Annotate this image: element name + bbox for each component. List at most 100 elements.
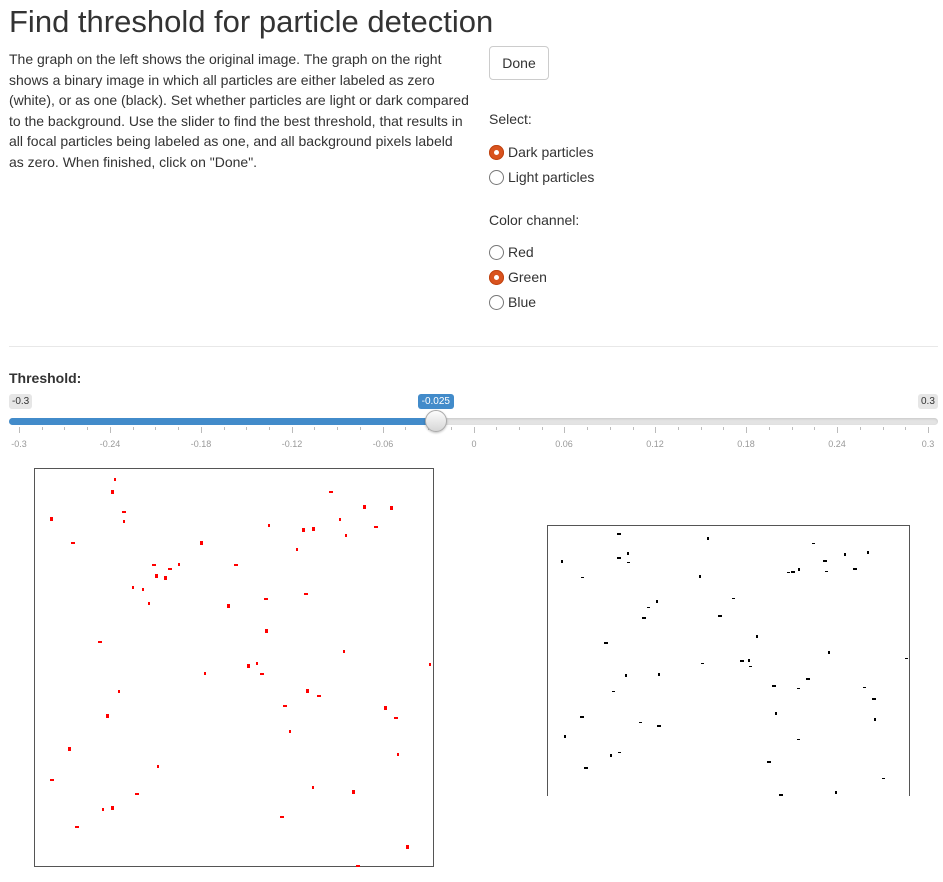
slider-tick (383, 427, 384, 433)
particle-mark (390, 506, 393, 510)
slider-tick (860, 427, 861, 430)
particle-mark (853, 568, 857, 570)
particle-mark (701, 663, 704, 664)
radio-button-icon[interactable] (489, 169, 504, 185)
slider-tick-label: 0.3 (921, 439, 935, 449)
particle-mark (406, 845, 409, 849)
slider-tick (110, 427, 111, 433)
slider-tick (405, 427, 406, 430)
particle-mark (256, 662, 258, 665)
particle-mark (791, 571, 795, 573)
particle-mark (289, 730, 291, 733)
threshold-label: Threshold: (9, 370, 82, 386)
slider-tick (883, 427, 884, 430)
radio-button-icon[interactable] (489, 244, 504, 260)
particle-mark (617, 533, 621, 535)
radio-label: Green (508, 269, 547, 285)
particle-mark (740, 660, 744, 662)
radio-button-icon[interactable] (489, 294, 504, 310)
particle-mark (797, 688, 800, 689)
particle-mark (352, 790, 355, 794)
particle-mark (882, 778, 885, 779)
particle-mark (98, 641, 102, 643)
slider-min-badge: -0.3 (9, 394, 33, 409)
particle-mark (374, 526, 378, 528)
radio-button-icon[interactable] (489, 269, 504, 285)
particle-mark (656, 600, 658, 603)
particle-mark (247, 664, 250, 668)
particle-mark (707, 537, 709, 540)
slider-tick (224, 427, 225, 430)
particle-mark (749, 666, 752, 667)
radio-label: Blue (508, 294, 537, 310)
slider-tick (746, 427, 747, 433)
particle-mark (164, 576, 167, 580)
slider-tick (633, 427, 634, 430)
slider-tick (655, 427, 656, 433)
select-label: Select: (489, 111, 532, 127)
particle-mark (296, 548, 298, 551)
slider-tick (792, 427, 793, 430)
particle-mark (363, 505, 366, 509)
particle-mark (872, 698, 876, 700)
particle-mark (157, 765, 159, 768)
slider-tick-label: 0.06 (555, 439, 573, 449)
slider-tick-label: 0.12 (646, 439, 664, 449)
slider-tick (474, 427, 475, 433)
particle-mark (772, 685, 776, 687)
particle-mark (152, 564, 156, 566)
slider-tick (314, 427, 315, 430)
particle-mark (779, 794, 783, 796)
slider-tick (155, 427, 156, 430)
radio-light-particles[interactable]: Light particles (489, 167, 594, 187)
slider-tick (496, 427, 497, 430)
radio-dark-particles[interactable]: Dark particles (489, 142, 594, 162)
particle-mark (268, 524, 270, 527)
slider-tick (42, 427, 43, 430)
page-title: Find threshold for particle detection (9, 4, 494, 39)
particle-mark (767, 761, 771, 763)
slider-tick (701, 427, 702, 430)
particle-mark (283, 705, 287, 707)
particle-mark (148, 602, 150, 605)
radio-red[interactable]: Red (489, 242, 534, 262)
particle-mark (863, 687, 866, 688)
particle-mark (68, 747, 71, 751)
slider-tick (723, 427, 724, 430)
radio-button-icon[interactable] (489, 144, 504, 160)
particle-mark (135, 793, 139, 795)
done-button[interactable]: Done (489, 46, 549, 80)
slider-handle[interactable] (424, 410, 447, 432)
original-image-plot (34, 468, 434, 867)
slider-tick (451, 427, 452, 430)
particle-mark (155, 574, 158, 578)
slider-tick (269, 427, 270, 430)
particle-mark (234, 564, 238, 566)
slider-tick-label: 0.24 (828, 439, 846, 449)
color-channel-label: Color channel: (489, 212, 580, 228)
particle-mark (227, 604, 230, 608)
slider-tick (678, 427, 679, 430)
particle-mark (844, 553, 846, 556)
slider-tick (542, 427, 543, 430)
particle-mark (111, 490, 114, 494)
radio-green[interactable]: Green (489, 267, 547, 287)
particle-mark (806, 678, 810, 680)
particle-mark (812, 543, 815, 544)
slider-tick (905, 427, 906, 430)
particle-mark (260, 673, 264, 675)
particle-mark (658, 673, 660, 676)
particle-mark (123, 520, 125, 523)
particle-mark (867, 551, 869, 554)
slider-tick (587, 427, 588, 430)
particle-mark (639, 722, 642, 723)
slider-tick-label: -0.06 (372, 439, 394, 449)
particle-mark (168, 568, 172, 570)
slider-tick-label: -0.24 (99, 439, 121, 449)
particle-mark (345, 534, 347, 537)
particle-mark (265, 629, 268, 633)
slider-tick (201, 427, 202, 433)
particle-mark (699, 575, 701, 578)
radio-blue[interactable]: Blue (489, 292, 536, 312)
slider-track[interactable] (9, 418, 938, 425)
